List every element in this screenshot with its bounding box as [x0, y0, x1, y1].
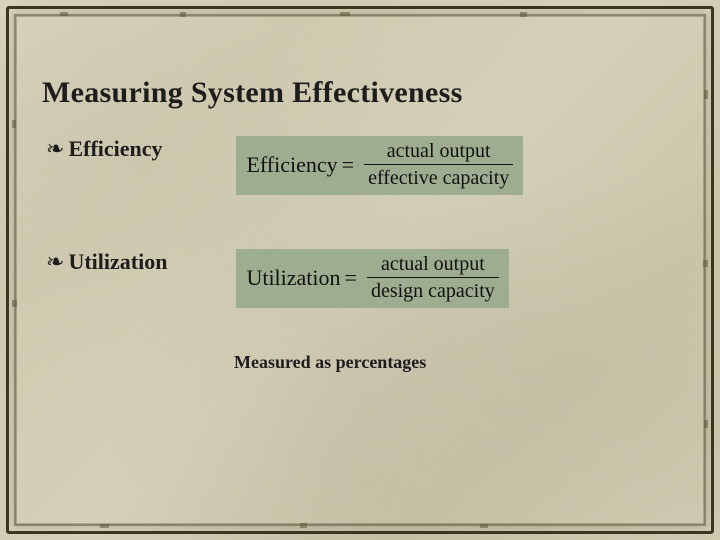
edge-jag [704, 420, 708, 428]
formula-lhs-text: Efficiency [246, 152, 337, 177]
footnote: Measured as percentages [234, 352, 684, 373]
edge-jag [60, 12, 68, 16]
bullet-label-utilization: Utilization [68, 249, 208, 275]
edge-jag [340, 12, 350, 16]
fraction-numerator: actual output [377, 253, 489, 275]
formula-lhs: Utilization= [246, 265, 361, 291]
edge-jag [480, 524, 488, 528]
content-area: Measuring System Effectiveness ❧ Efficie… [36, 30, 684, 510]
bullet-icon: ❧ [46, 136, 64, 162]
bullet-row-efficiency: ❧ Efficiency Efficiency= actual output e… [46, 136, 684, 195]
slide: Measuring System Effectiveness ❧ Efficie… [0, 0, 720, 540]
formula-lhs: Efficiency= [246, 152, 358, 178]
fraction-bar [364, 164, 513, 165]
equals-sign: = [342, 152, 354, 177]
edge-jag [12, 120, 16, 128]
slide-title: Measuring System Effectiveness [42, 76, 684, 110]
bullet-label-efficiency: Efficiency [68, 136, 208, 162]
fraction-numerator: actual output [383, 140, 495, 162]
edge-jag [12, 300, 17, 307]
bullet-icon: ❧ [46, 249, 64, 275]
fraction: actual output design capacity [367, 253, 499, 302]
formula-efficiency: Efficiency= actual output effective capa… [236, 136, 523, 195]
bullet-row-utilization: ❧ Utilization Utilization= actual output… [46, 249, 684, 308]
fraction-denominator: design capacity [367, 280, 499, 302]
edge-jag [180, 12, 186, 17]
fraction: actual output effective capacity [364, 140, 513, 189]
equals-sign: = [345, 265, 357, 290]
edge-jag [100, 524, 109, 528]
edge-jag [520, 12, 527, 17]
edge-jag [704, 90, 708, 99]
fraction-bar [367, 277, 499, 278]
fraction-denominator: effective capacity [364, 167, 513, 189]
edge-jag [703, 260, 708, 267]
formula-lhs-text: Utilization [246, 265, 340, 290]
edge-jag [300, 523, 307, 528]
formula-utilization: Utilization= actual output design capaci… [236, 249, 508, 308]
